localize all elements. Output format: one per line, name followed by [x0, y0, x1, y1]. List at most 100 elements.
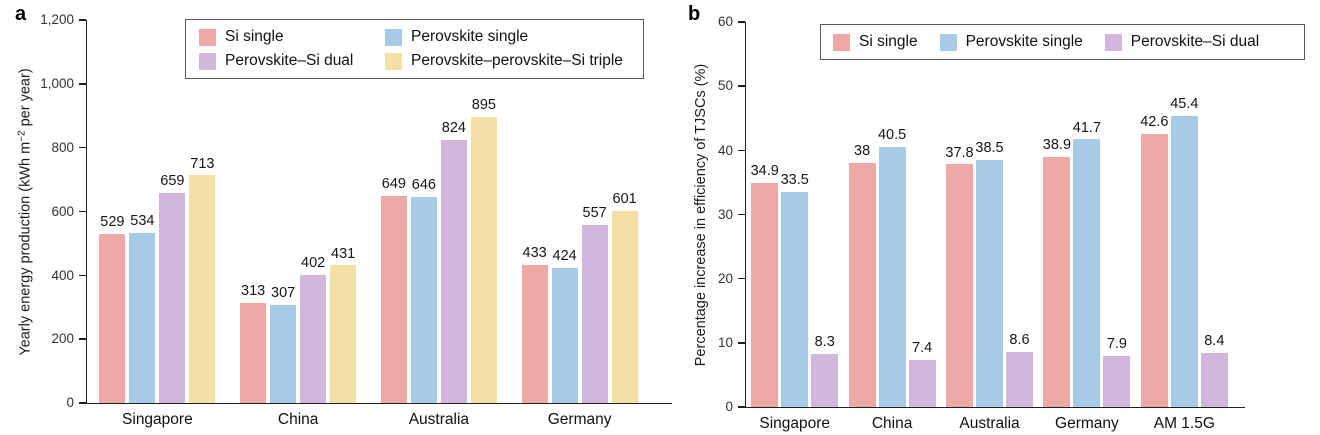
category-label: Australia: [408, 411, 470, 428]
bar-value-label: 557: [582, 205, 607, 222]
bar: 307: [270, 285, 297, 403]
bar-rect: [611, 211, 638, 403]
bar-rect: [1103, 356, 1131, 407]
y-tick-label: 30: [717, 206, 733, 222]
legend: Si single Perovskite single Perovskite–Si …: [185, 19, 644, 79]
bar: 402: [300, 255, 327, 403]
y-axis-title-a: Yearly energy production (kWh m−2 per ye…: [17, 68, 34, 355]
bar-value-label: 601: [612, 191, 637, 208]
bar-rect: [908, 359, 936, 407]
bar-value-label: 38.5: [975, 140, 1004, 157]
bar-rect: [159, 192, 186, 403]
legend-item: Perovskite–Si dual: [199, 52, 385, 70]
panel-a: a Yearly energy production (kWh m−2 per …: [15, 3, 672, 428]
bar-group: 37.8 38.5 8.6: [941, 22, 1038, 407]
y-tick-mark: [79, 402, 86, 404]
bar-value-label: 402: [301, 254, 326, 271]
bar-value-label: 431: [331, 245, 356, 262]
y-tick-mark: [79, 146, 86, 149]
panel-b: b Percentage increase in efficiency of T…: [680, 0, 1320, 435]
legend-swatch: [199, 52, 216, 70]
y-tick-label: 200: [51, 331, 74, 347]
y-tick-label: 400: [51, 267, 74, 283]
legend-item: Perovskite single: [385, 28, 630, 46]
bar-value-label: 38.9: [1042, 137, 1072, 154]
bar-rect: [878, 147, 906, 407]
bar: 431: [330, 246, 357, 403]
bar-rect: [976, 159, 1004, 407]
bar-rect: [240, 303, 267, 403]
bar-value-label: 34.9: [750, 163, 779, 180]
bar: 7.9: [1103, 336, 1131, 407]
bar: 38.9: [1043, 138, 1071, 407]
y-tick-label: 0: [725, 399, 733, 415]
bar-rect: [330, 265, 357, 403]
bar-rect: [380, 195, 407, 403]
bar: 7.4: [908, 340, 936, 407]
bar-value-label: 895: [471, 97, 496, 114]
bar-rect: [1170, 115, 1198, 407]
bar-value-label: 37.8: [945, 144, 974, 161]
legend-item: Perovskite–perovskite–Si triple: [385, 52, 630, 70]
bar-value-label: 8.4: [1204, 333, 1225, 350]
bar: 534: [129, 213, 156, 403]
y-tick-label: 20: [717, 270, 733, 286]
bar-group: 38.9 41.7 7.9: [1038, 22, 1135, 407]
bar-rect: [1043, 157, 1071, 407]
legend-item: Si single: [199, 28, 385, 46]
bar-group: 34.9 33.5 8.3: [746, 22, 843, 407]
plot-area-b: 0 10 20 30 40 50 60 34.9 33.5 8.3 38 40.5 7.4 37.8 38…: [718, 15, 1245, 432]
bar-value-label: 824: [441, 120, 466, 137]
panel-a-letter: a: [15, 3, 27, 25]
legend-swatch: [939, 33, 957, 51]
bar-rect: [581, 225, 608, 403]
bar-rect: [410, 196, 437, 403]
y-tick-label: 40: [717, 142, 733, 158]
bar: 37.8: [945, 145, 974, 407]
bar-value-label: 42.6: [1140, 113, 1169, 130]
bar-value-label: 8.3: [814, 333, 835, 350]
y-tick-mark: [738, 85, 745, 87]
x-axis: Singapore China Australia Germany AM 1.5G: [746, 415, 1245, 433]
y-tick-mark: [738, 406, 745, 408]
y-tick-label: 50: [717, 78, 733, 94]
y-tick-mark: [79, 274, 86, 277]
bar-value-label: 529: [100, 214, 125, 231]
bar: 34.9: [751, 163, 779, 407]
bar-group: 529 534 659 713: [87, 20, 228, 403]
bar-rect: [848, 163, 876, 407]
y-tick-mark: [738, 21, 745, 23]
bar-value-label: 424: [552, 247, 577, 264]
bar-value-label: 38: [854, 143, 871, 160]
bar: 33.5: [781, 172, 809, 407]
bar: 8.3: [811, 334, 839, 407]
bar-rect: [1140, 133, 1168, 407]
y-tick-label: 10: [717, 335, 733, 351]
panel-b-letter: b: [688, 3, 701, 25]
bar-value-label: 649: [381, 175, 406, 192]
bar-group: 42.6 45.4 8.4: [1136, 22, 1233, 407]
y-tick-mark: [79, 83, 86, 85]
y-axis-title-a-superscript: −2: [16, 130, 28, 142]
bar-value-label: 659: [160, 172, 185, 189]
bar-group: 313 307 402 431: [228, 20, 369, 403]
legend-item-label: Perovskite–Si dual: [1130, 33, 1260, 50]
bar: 45.4: [1170, 96, 1198, 407]
plot-area-a: 0 200 400 600 800 1,000 1,200 529 534 659 713 313 3…: [40, 13, 672, 428]
bar: 38.5: [975, 140, 1004, 407]
category-label: AM 1.5G: [1153, 415, 1215, 432]
bar-rect: [946, 164, 974, 407]
y-tick-label: 600: [51, 203, 74, 219]
bar-rect: [1200, 353, 1228, 407]
bar-rect: [521, 264, 548, 403]
bar: 646: [410, 177, 437, 403]
category-label: China: [871, 415, 913, 432]
bar-rect: [129, 232, 156, 403]
bar-value-label: 534: [130, 212, 155, 229]
legend-item-label: Perovskite–perovskite–Si triple: [411, 52, 623, 69]
bar-value-label: 646: [411, 176, 436, 193]
legend-item: Si single: [833, 33, 918, 51]
legend-item-label: Perovskite single: [965, 33, 1083, 50]
bar: 8.4: [1200, 333, 1228, 407]
